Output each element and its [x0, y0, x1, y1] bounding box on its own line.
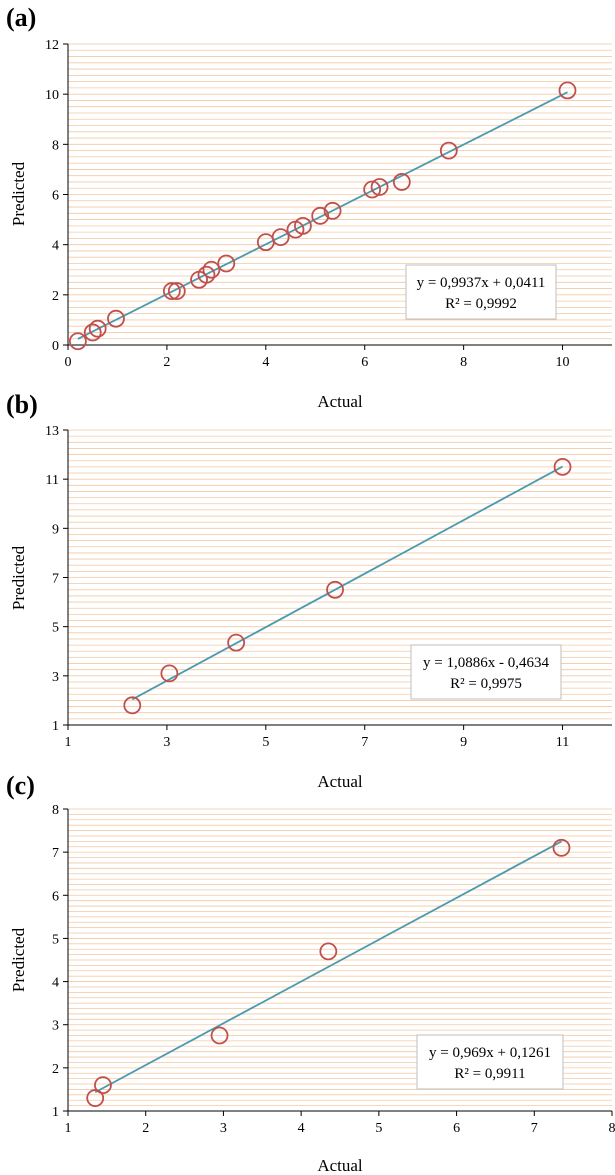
y-tick-label: 1	[52, 1105, 59, 1120]
y-tick-label: 2	[52, 289, 59, 304]
x-tick-label: 7	[531, 1121, 538, 1136]
x-tick-label: 5	[262, 735, 269, 750]
chart-panel-3: 1 2 3 4 5 6 7 8 1 2 3 4 5 6 7 8 y = 0,969x + 0,1261 R² = …	[6, 771, 615, 1175]
r-squared: R² = 0,9992	[445, 296, 517, 312]
x-axis-title: Actual	[317, 1156, 363, 1175]
y-tick-label: 7	[52, 846, 59, 861]
data-point	[160, 664, 179, 683]
y-tick-label: 6	[52, 889, 59, 904]
data-point	[553, 457, 572, 476]
trendline-equation: y = 0,9937x + 0,0411	[417, 275, 546, 291]
trendline	[131, 465, 563, 701]
x-tick-label: 5	[375, 1121, 382, 1136]
x-tick-label: 4	[298, 1121, 305, 1136]
x-axis-title: Actual	[317, 772, 363, 791]
y-tick-label: 8	[52, 138, 59, 153]
y-tick-label: 4	[52, 976, 59, 991]
trendline	[77, 91, 568, 340]
y-tick-label: 2	[52, 1062, 59, 1077]
data-point	[88, 319, 107, 338]
data-point	[227, 633, 246, 652]
x-tick-label: 6	[361, 355, 368, 370]
data-point	[294, 216, 312, 235]
data-point	[197, 265, 216, 284]
y-tick-label: 5	[52, 932, 59, 947]
data-point	[319, 942, 338, 961]
data-point	[123, 696, 142, 715]
r-squared: R² = 0,9975	[450, 676, 522, 692]
y-tick-label: 10	[45, 88, 59, 103]
data-point	[162, 282, 181, 300]
data-point	[83, 323, 102, 342]
data-point	[326, 580, 344, 599]
x-tick-label: 2	[163, 355, 170, 370]
y-tick-label: 4	[52, 239, 59, 254]
x-tick-label: 0	[65, 355, 72, 370]
x-tick-label: 1	[65, 1121, 72, 1136]
data-point	[323, 201, 342, 220]
data-point	[86, 1089, 105, 1107]
data-point	[271, 228, 290, 247]
x-tick-label: 9	[460, 735, 467, 750]
data-point	[167, 282, 186, 300]
x-tick-label: 3	[220, 1121, 227, 1136]
y-tick-label: 3	[52, 670, 59, 685]
data-point	[363, 180, 382, 199]
y-axis-title: Predicted	[9, 927, 28, 992]
y-tick-label: 3	[52, 1019, 59, 1034]
panel-label: (c)	[6, 771, 35, 800]
y-tick-label: 11	[46, 473, 59, 488]
equation-box	[416, 1034, 564, 1090]
data-point	[94, 1076, 112, 1095]
data-point	[217, 254, 236, 273]
data-point	[311, 206, 330, 225]
y-axis-title: Predicted	[9, 161, 28, 226]
x-axis-title: Actual	[317, 392, 363, 411]
x-tick-label: 10	[556, 355, 570, 370]
x-tick-label: 6	[453, 1121, 460, 1136]
y-tick-label: 0	[52, 339, 59, 354]
x-tick-label: 2	[142, 1121, 149, 1136]
equation-box	[410, 644, 562, 700]
equation-box	[405, 264, 557, 320]
y-tick-label: 12	[45, 38, 59, 53]
x-tick-label: 3	[163, 735, 170, 750]
x-tick-label: 4	[262, 355, 269, 370]
r-squared: R² = 0,9911	[454, 1066, 525, 1082]
x-tick-label: 8	[609, 1121, 615, 1136]
x-tick-label: 8	[460, 355, 467, 370]
panel-label: (a)	[6, 3, 36, 32]
trendline	[94, 840, 562, 1094]
data-point	[552, 838, 571, 857]
data-point	[558, 81, 577, 100]
y-tick-label: 6	[52, 189, 59, 204]
chart-panel-1: 0 2 4 6 8 10 12 0 2 4 6 8 10 y = 0,9937x + 0,0411 R² =…	[6, 3, 612, 411]
data-point	[107, 309, 125, 328]
y-tick-label: 5	[52, 621, 59, 636]
y-tick-label: 8	[52, 803, 59, 818]
trendline-equation: y = 0,969x + 0,1261	[429, 1045, 551, 1061]
y-tick-label: 7	[52, 572, 59, 587]
data-point	[392, 173, 411, 191]
x-tick-label: 7	[361, 735, 368, 750]
y-tick-label: 9	[52, 522, 59, 537]
trendline-equation: y = 1,0886x - 0,4634	[423, 655, 549, 671]
y-tick-label: 13	[45, 424, 59, 439]
x-tick-label: 11	[556, 735, 569, 750]
data-point	[210, 1026, 229, 1045]
data-point	[68, 332, 87, 351]
data-point	[370, 178, 389, 196]
data-point	[439, 141, 458, 160]
x-tick-label: 1	[65, 735, 72, 750]
y-tick-label: 1	[52, 719, 59, 734]
data-point	[202, 260, 221, 279]
y-axis-title: Predicted	[9, 545, 28, 610]
panel-label: (b)	[6, 390, 38, 419]
